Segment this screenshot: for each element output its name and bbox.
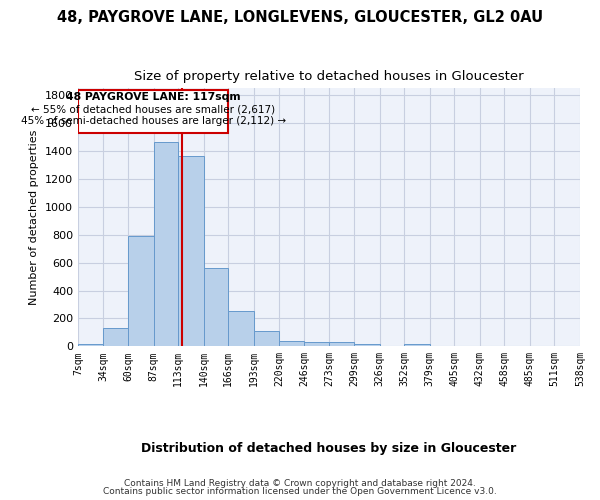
FancyBboxPatch shape bbox=[78, 90, 228, 133]
Bar bbox=[78, 344, 103, 346]
Y-axis label: Number of detached properties: Number of detached properties bbox=[29, 130, 40, 305]
Text: Contains HM Land Registry data © Crown copyright and database right 2024.: Contains HM Land Registry data © Crown c… bbox=[124, 478, 476, 488]
Bar bbox=[178, 156, 203, 346]
Text: Contains public sector information licensed under the Open Government Licence v3: Contains public sector information licen… bbox=[103, 487, 497, 496]
Text: 48 PAYGROVE LANE: 117sqm: 48 PAYGROVE LANE: 117sqm bbox=[66, 92, 241, 102]
Bar bbox=[404, 344, 430, 346]
Text: 45% of semi-detached houses are larger (2,112) →: 45% of semi-detached houses are larger (… bbox=[20, 116, 286, 126]
Bar bbox=[128, 236, 154, 346]
Bar bbox=[254, 331, 280, 346]
Bar bbox=[228, 312, 254, 346]
Bar bbox=[329, 342, 354, 346]
Bar bbox=[280, 342, 304, 346]
Bar bbox=[154, 142, 178, 346]
Text: 48, PAYGROVE LANE, LONGLEVENS, GLOUCESTER, GL2 0AU: 48, PAYGROVE LANE, LONGLEVENS, GLOUCESTE… bbox=[57, 10, 543, 25]
Bar bbox=[103, 328, 128, 346]
X-axis label: Distribution of detached houses by size in Gloucester: Distribution of detached houses by size … bbox=[142, 442, 517, 455]
Title: Size of property relative to detached houses in Gloucester: Size of property relative to detached ho… bbox=[134, 70, 524, 83]
Bar bbox=[304, 342, 329, 346]
Bar bbox=[203, 268, 228, 346]
Bar bbox=[354, 344, 380, 346]
Text: ← 55% of detached houses are smaller (2,617): ← 55% of detached houses are smaller (2,… bbox=[31, 104, 275, 115]
